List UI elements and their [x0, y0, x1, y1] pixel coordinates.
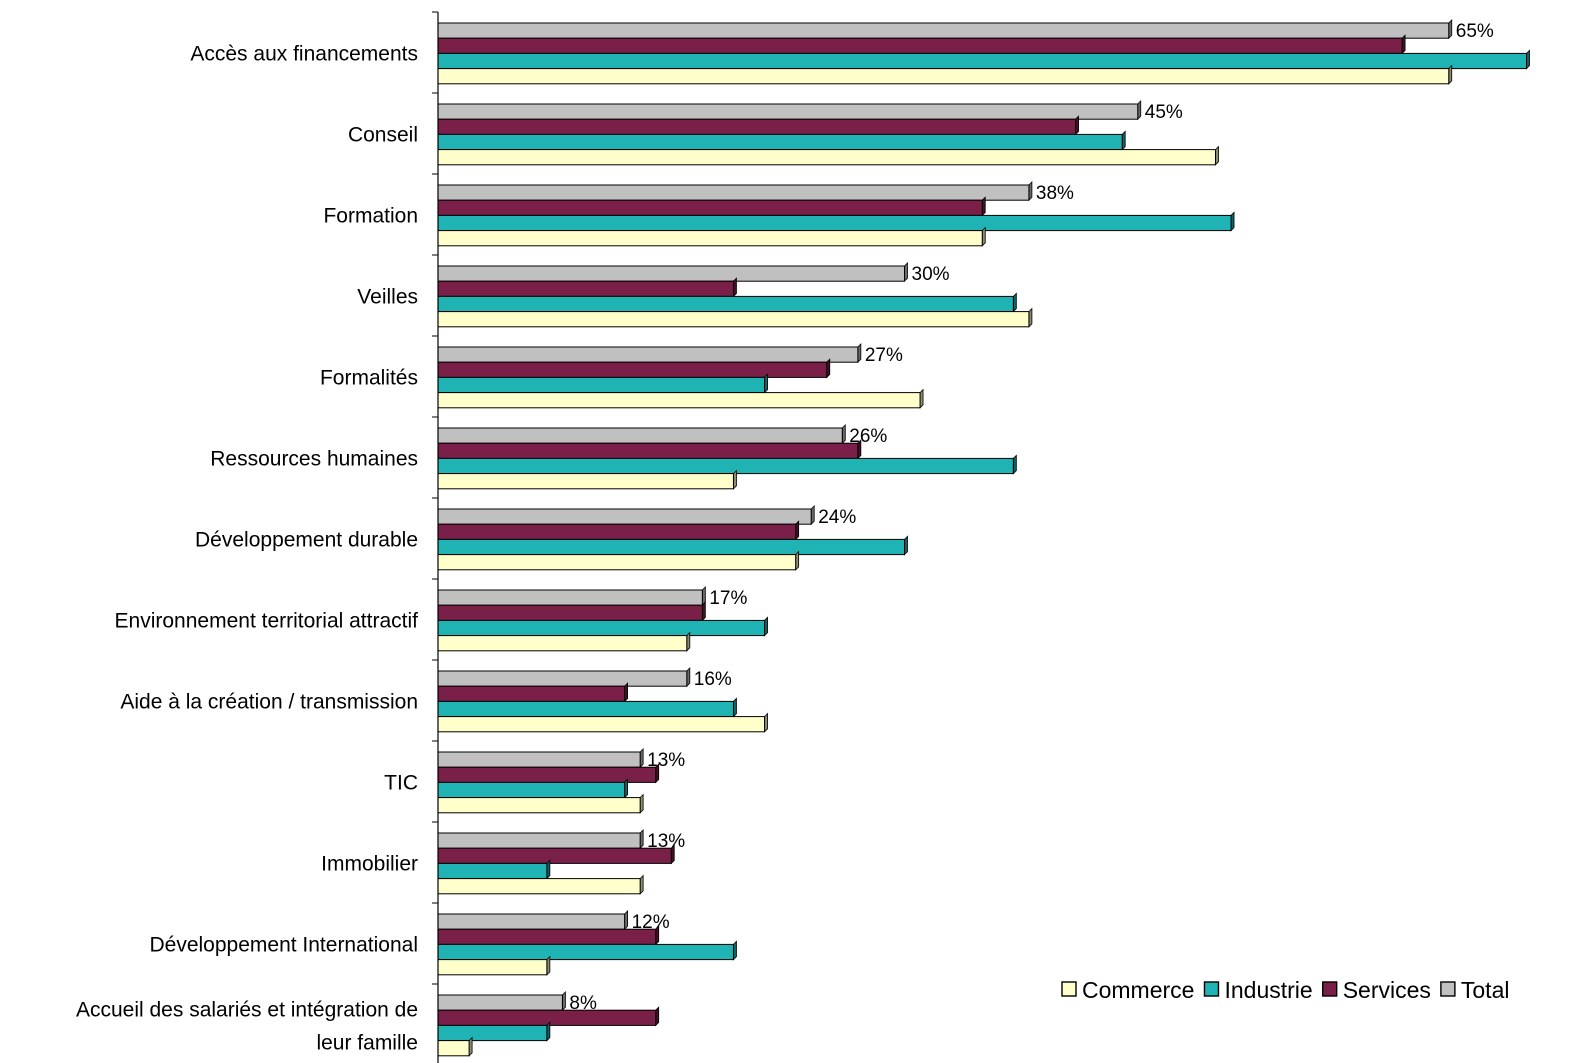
bar-industrie-10 — [437, 859, 551, 880]
category-label-5: Ressources humaines — [210, 448, 418, 471]
bar-total-0 — [437, 19, 1453, 40]
bar-industrie-2 — [437, 211, 1235, 232]
category-axis — [432, 11, 439, 1063]
bar-commerce-10 — [437, 874, 644, 895]
bar-industrie-5 — [437, 454, 1017, 475]
category-label-4: Formalités — [320, 367, 418, 390]
bar-services-9 — [437, 763, 660, 784]
bar-total-6 — [437, 505, 815, 526]
bar-commerce-7 — [437, 631, 691, 652]
data-label-5: 26% — [849, 426, 887, 447]
bar-services-5 — [437, 439, 862, 460]
bar-total-5 — [437, 424, 846, 445]
data-label-6: 24% — [818, 507, 856, 528]
bar-commerce-2 — [437, 226, 986, 247]
bar-services-11 — [437, 925, 660, 946]
bar-services-3 — [437, 277, 737, 298]
bar-total-2 — [437, 181, 1033, 202]
legend-item-services: Services — [1321, 977, 1431, 1003]
bar-total-10 — [437, 829, 644, 850]
legend-label: Industrie — [1224, 977, 1312, 1003]
category-label-10: Immobilier — [321, 853, 418, 876]
bar-commerce-6 — [437, 550, 800, 571]
bar-commerce-0 — [437, 64, 1453, 85]
bar-commerce-11 — [437, 955, 551, 976]
bar-services-12 — [437, 1006, 660, 1027]
category-label-12: Accueil des salariés et intégration de le… — [76, 999, 418, 1055]
bar-total-8 — [437, 667, 691, 688]
data-label-1: 45% — [1145, 102, 1183, 123]
data-label-12: 8% — [569, 993, 597, 1014]
data-label-0: 65% — [1456, 21, 1494, 42]
legend-item-commerce: Commerce — [1061, 977, 1194, 1003]
category-label-6: Développement durable — [195, 529, 418, 552]
bar-industrie-1 — [437, 130, 1126, 151]
data-label-4: 27% — [865, 345, 903, 366]
data-label-2: 38% — [1036, 183, 1074, 204]
category-label-7: Environnement territorial attractif — [115, 610, 419, 633]
legend-swatch — [1321, 981, 1338, 997]
bar-services-0 — [437, 34, 1406, 55]
data-label-9: 13% — [647, 750, 685, 771]
bar-commerce-12 — [437, 1036, 473, 1057]
bar-industrie-8 — [437, 697, 737, 718]
category-label-3: Veilles — [357, 286, 418, 309]
data-label-7: 17% — [709, 588, 747, 609]
legend-swatch — [1203, 981, 1220, 997]
legend-label: Services — [1343, 977, 1431, 1003]
bar-industrie-11 — [437, 940, 737, 961]
labels-layer: 65% Accès aux financements 45% Conseil 38% Fo… — [76, 21, 1494, 1055]
legend-item-industrie: Industrie — [1203, 977, 1313, 1003]
bar-total-4 — [437, 343, 862, 364]
bar-industrie-4 — [437, 373, 768, 394]
bar-industrie-7 — [437, 616, 768, 637]
bar-industrie-0 — [437, 49, 1530, 70]
data-label-10: 13% — [647, 831, 685, 852]
bar-total-1 — [437, 100, 1142, 121]
bar-commerce-9 — [437, 793, 644, 814]
bar-services-2 — [437, 196, 986, 217]
category-label-8: Aide à la création / transmission — [120, 691, 418, 714]
data-label-8: 16% — [694, 669, 732, 690]
bar-total-9 — [437, 748, 644, 769]
bar-services-1 — [437, 115, 1079, 136]
category-label-11: Développement International — [149, 934, 418, 957]
bar-commerce-3 — [437, 307, 1033, 328]
bar-total-12 — [437, 991, 566, 1012]
category-label-2: Formation — [323, 205, 418, 228]
bar-services-10 — [437, 844, 675, 865]
category-label-9: TIC — [384, 772, 418, 795]
bar-industrie-9 — [437, 778, 628, 799]
bar-commerce-8 — [437, 712, 768, 733]
bar-total-7 — [437, 586, 706, 607]
bar-commerce-1 — [437, 145, 1219, 166]
legend-label: Commerce — [1082, 977, 1194, 1003]
bar-industrie-6 — [437, 535, 908, 556]
bar-commerce-5 — [437, 469, 737, 490]
legend: Commerce Industrie Services Total — [1061, 977, 1510, 1003]
bar-services-8 — [437, 682, 628, 703]
legend-label: Total — [1461, 977, 1510, 1003]
legend-swatch — [1440, 981, 1456, 997]
bar-total-3 — [437, 262, 908, 283]
legend-swatch — [1061, 981, 1077, 997]
bar-industrie-3 — [437, 292, 1017, 313]
legend-item-total: Total — [1440, 977, 1510, 1003]
bar-services-4 — [437, 358, 831, 379]
bar-services-7 — [437, 601, 706, 622]
data-label-11: 12% — [632, 912, 670, 933]
category-label-0: Accès aux financements — [190, 43, 418, 66]
category-label-1: Conseil — [348, 124, 418, 147]
data-label-3: 30% — [912, 264, 950, 285]
bar-services-6 — [437, 520, 800, 541]
bars-layer — [437, 19, 1530, 1057]
bar-commerce-4 — [437, 388, 924, 409]
bar-industrie-12 — [437, 1021, 551, 1042]
bar-total-11 — [437, 910, 628, 931]
